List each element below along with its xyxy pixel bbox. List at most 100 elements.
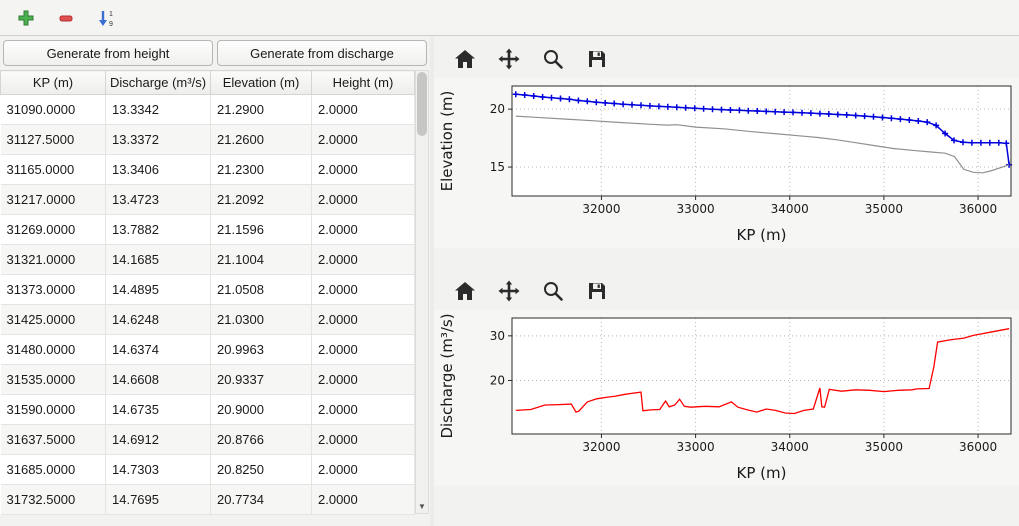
svg-text:36000: 36000 (959, 440, 997, 454)
table-cell[interactable]: 14.1685 (105, 244, 211, 275)
table-cell[interactable]: 14.7303 (105, 454, 211, 485)
table-cell[interactable]: 2.0000 (311, 394, 415, 425)
pan-button[interactable] (494, 44, 524, 74)
zoom-button[interactable] (538, 44, 568, 74)
table-cell[interactable]: 14.6374 (105, 334, 211, 365)
table-cell[interactable]: 13.3342 (105, 94, 211, 125)
table-cell[interactable]: 31535.0000 (0, 364, 106, 395)
table-cell[interactable]: 31685.0000 (0, 454, 106, 485)
column-header[interactable]: Height (m) (311, 70, 415, 95)
table-cell[interactable]: 20.8250 (210, 454, 312, 485)
table-cell[interactable]: 2.0000 (311, 304, 415, 335)
home-button[interactable] (450, 276, 480, 306)
svg-text:34000: 34000 (771, 202, 809, 216)
table-cell[interactable]: 2.0000 (311, 244, 415, 275)
svg-text:30: 30 (490, 329, 505, 343)
main-content: Generate from height Generate from disch… (0, 36, 1019, 526)
svg-text:35000: 35000 (865, 202, 903, 216)
table-cell[interactable]: 21.2600 (210, 124, 312, 155)
table-cell[interactable]: 20.9000 (210, 394, 312, 425)
table-cell[interactable]: 2.0000 (311, 154, 415, 185)
column-header[interactable]: Elevation (m) (210, 70, 312, 95)
table-cell[interactable]: 14.6735 (105, 394, 211, 425)
vertical-scrollbar[interactable]: ▼ (415, 70, 429, 514)
table-cell[interactable]: 2.0000 (311, 364, 415, 395)
table-cell[interactable]: 21.2300 (210, 154, 312, 185)
svg-text:32000: 32000 (582, 202, 620, 216)
elevation-chart[interactable]: 32000 33000 34000 35000 36000 15 20 KP (m) Eleva… (434, 78, 1019, 248)
table-cell[interactable]: 31590.0000 (0, 394, 106, 425)
svg-text:35000: 35000 (865, 440, 903, 454)
table-cell[interactable]: 21.2092 (210, 184, 312, 215)
scrollbar-thumb[interactable] (417, 72, 427, 136)
table-cell[interactable]: 13.3406 (105, 154, 211, 185)
panel-splitter[interactable] (430, 36, 434, 526)
remove-row-button[interactable] (52, 5, 80, 31)
table-cell[interactable]: 13.4723 (105, 184, 211, 215)
table-cell[interactable]: 14.6248 (105, 304, 211, 335)
table-cell[interactable]: 14.7695 (105, 484, 211, 515)
main-toolbar: 1 9 (0, 0, 1019, 36)
table-row: 31535.0000 14.6608 20.9337 2.0000 (0, 364, 415, 395)
pan-icon (498, 48, 520, 70)
table-cell[interactable]: 21.2900 (210, 94, 312, 125)
table-cell[interactable]: 13.3372 (105, 124, 211, 155)
table-cell[interactable]: 20.7734 (210, 484, 312, 515)
table-cell[interactable]: 2.0000 (311, 124, 415, 155)
table-cell[interactable]: 31425.0000 (0, 304, 106, 335)
zoom-icon (544, 50, 563, 69)
table-cell[interactable]: 13.7882 (105, 214, 211, 245)
generate-from-discharge-button[interactable]: Generate from discharge (217, 40, 427, 66)
zoom-button[interactable] (538, 276, 568, 306)
svg-text:15: 15 (490, 160, 505, 174)
save-button[interactable] (582, 276, 612, 306)
table-cell[interactable]: 21.1596 (210, 214, 312, 245)
sort-badge-bottom: 9 (109, 21, 113, 28)
pan-button[interactable] (494, 276, 524, 306)
svg-text:Elevation (m): Elevation (m) (438, 91, 456, 192)
table-cell[interactable]: 21.0300 (210, 304, 312, 335)
table-cell[interactable]: 20.8766 (210, 424, 312, 455)
table-cell[interactable]: 2.0000 (311, 484, 415, 515)
save-icon (589, 51, 605, 67)
table-cell[interactable]: 2.0000 (311, 214, 415, 245)
table-cell[interactable]: 2.0000 (311, 424, 415, 455)
table-cell[interactable]: 31732.5000 (0, 484, 106, 515)
table-cell[interactable]: 31373.0000 (0, 274, 106, 305)
table-cell[interactable]: 31090.0000 (0, 94, 106, 125)
save-button[interactable] (582, 44, 612, 74)
table-cell[interactable]: 31165.0000 (0, 154, 106, 185)
table-cell[interactable]: 14.4895 (105, 274, 211, 305)
svg-text:36000: 36000 (959, 202, 997, 216)
add-row-button[interactable] (12, 5, 40, 31)
generate-from-height-button[interactable]: Generate from height (3, 40, 213, 66)
table-cell[interactable]: 21.0508 (210, 274, 312, 305)
scroll-down-button[interactable]: ▼ (418, 501, 426, 511)
table-cell[interactable]: 2.0000 (311, 334, 415, 365)
table-cell[interactable]: 14.6912 (105, 424, 211, 455)
table-cell[interactable]: 31321.0000 (0, 244, 106, 275)
minus-icon (59, 15, 73, 21)
table-cell[interactable]: 31127.5000 (0, 124, 106, 155)
discharge-chart[interactable]: 32000 33000 34000 35000 36000 20 30 KP (m) Disch… (434, 310, 1019, 486)
table-cell[interactable]: 2.0000 (311, 454, 415, 485)
table-header-row: KP (m) Discharge (m³/s) Elevation (m) Heigh… (0, 70, 415, 95)
table-cell[interactable]: 31269.0000 (0, 214, 106, 245)
home-button[interactable] (450, 44, 480, 74)
table-cell[interactable]: 31217.0000 (0, 184, 106, 215)
table-cell[interactable]: 2.0000 (311, 94, 415, 125)
table-cell[interactable]: 31637.5000 (0, 424, 106, 455)
table-row: 31732.5000 14.7695 20.7734 2.0000 (0, 484, 415, 515)
table-cell[interactable]: 20.9963 (210, 334, 312, 365)
sort-rows-button[interactable]: 1 9 (92, 5, 120, 31)
table-cell[interactable]: 2.0000 (311, 184, 415, 215)
table-cell[interactable]: 2.0000 (311, 274, 415, 305)
column-header[interactable]: KP (m) (0, 70, 106, 95)
svg-text:32000: 32000 (582, 440, 620, 454)
table-cell[interactable]: 21.1004 (210, 244, 312, 275)
column-header[interactable]: Discharge (m³/s) (105, 70, 211, 95)
table-cell[interactable]: 14.6608 (105, 364, 211, 395)
table-cell[interactable]: 31480.0000 (0, 334, 106, 365)
home-icon (455, 282, 475, 300)
table-cell[interactable]: 20.9337 (210, 364, 312, 395)
